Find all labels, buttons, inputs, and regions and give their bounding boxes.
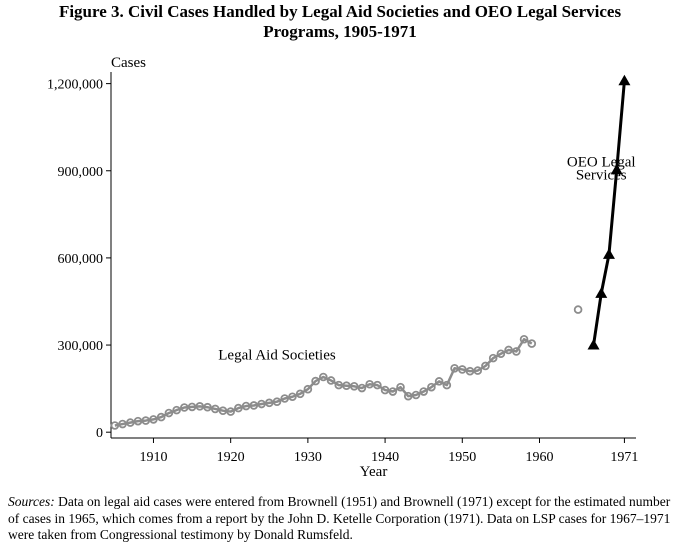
data-point-legal-aid [149, 415, 158, 424]
data-point-legal-aid [241, 401, 251, 411]
data-point-legal-aid [527, 339, 537, 348]
chart: 0 300,000 600,000 900,000 1,200,000 1910 1920 1… [47, 55, 638, 480]
data-point-legal-aid [195, 402, 205, 411]
data-point-legal-aid [411, 390, 421, 400]
data-point-legal-aid [481, 361, 490, 371]
data-point-legal-aid [110, 421, 120, 430]
data-point-legal-aid [172, 405, 181, 415]
data-point-legal-aid [442, 380, 452, 390]
data-point-legal-aid [450, 363, 459, 373]
data-point-legal-aid [257, 399, 266, 409]
data-point-legal-aid [164, 408, 174, 418]
data-point-legal-aid [457, 365, 467, 374]
data-point-legal-aid [488, 353, 498, 363]
data-point-oeo [595, 287, 608, 298]
data-point-legal-aid [427, 382, 436, 392]
x-tick-label: 1940 [371, 450, 399, 465]
data-point-legal-aid [512, 347, 521, 356]
figure-title-line-2: Programs, 1905-1971 [263, 22, 417, 41]
x-tick-label: 1930 [294, 450, 322, 465]
data-point-legal-aid [180, 403, 189, 412]
data-point-legal-aid [210, 404, 220, 414]
annotation-label: Legal Aid Societies [218, 348, 336, 364]
data-point-legal-aid [264, 398, 274, 408]
data-point-legal-aid [403, 391, 413, 401]
annotation-label: OEO Legal [567, 154, 636, 170]
data-point-legal-aid [234, 403, 243, 413]
data-point-legal-aid [573, 305, 583, 314]
data-point-legal-aid [496, 349, 506, 359]
x-tick-label: 1950 [448, 450, 476, 465]
data-point-legal-aid [156, 412, 166, 422]
figure-title: Figure 3. Civil Cases Handled by Legal A… [0, 2, 680, 42]
data-point-legal-aid [133, 416, 143, 426]
y-tick-label: 900,000 [58, 165, 104, 180]
data-point-legal-aid [303, 384, 313, 394]
sources-note: Sources: Data on legal aid cases were en… [8, 494, 676, 544]
x-tick-label: 1920 [217, 450, 245, 465]
data-point-legal-aid [419, 387, 428, 396]
data-point-legal-aid [388, 387, 398, 396]
sources-label: Sources: [8, 494, 55, 509]
data-point-legal-aid [187, 402, 197, 412]
y-tick-label: 300,000 [58, 339, 104, 354]
data-point-legal-aid [373, 380, 382, 390]
data-point-legal-aid [295, 389, 305, 399]
data-point-legal-aid [126, 418, 135, 427]
data-point-legal-aid [365, 379, 374, 389]
data-point-legal-aid [319, 372, 328, 382]
data-point-legal-aid [349, 381, 359, 391]
data-point-legal-aid [326, 376, 336, 385]
data-point-oeo [618, 74, 631, 86]
data-point-oeo [602, 248, 615, 259]
x-axis-title: Year [360, 464, 388, 480]
data-point-legal-aid [519, 334, 529, 344]
data-point-legal-aid [504, 345, 513, 355]
data-point-legal-aid [141, 416, 151, 425]
data-point-legal-aid [218, 406, 228, 415]
data-point-legal-aid [396, 382, 405, 392]
y-tick-label: 1,200,000 [47, 78, 103, 93]
data-point-legal-aid [334, 380, 344, 390]
x-tick-label: 1960 [525, 450, 553, 465]
series-line-oeo [592, 80, 626, 346]
data-point-legal-aid [226, 407, 235, 416]
series-line-legal-aid [114, 337, 533, 427]
data-point-legal-aid [434, 377, 444, 386]
data-point-legal-aid [203, 402, 212, 412]
y-axis-title: Cases [111, 55, 146, 71]
data-point-legal-aid [249, 401, 259, 410]
annotation-label: Services [576, 167, 627, 183]
data-point-legal-aid [465, 366, 475, 376]
y-tick-label: 0 [96, 426, 103, 441]
y-tick-label: 600,000 [58, 252, 104, 267]
data-point-legal-aid [280, 394, 290, 403]
data-point-legal-aid [357, 383, 367, 393]
data-point-oeo [610, 163, 623, 175]
data-point-legal-aid [272, 397, 282, 406]
data-point-legal-aid [288, 392, 297, 402]
sources-text: Data on legal aid cases were entered fro… [8, 494, 671, 542]
x-tick-label: 1910 [139, 450, 167, 465]
data-point-legal-aid [473, 366, 483, 375]
data-point-legal-aid [380, 385, 390, 395]
data-point-legal-aid [311, 376, 320, 386]
figure-title-line-1: Figure 3. Civil Cases Handled by Legal A… [58, 2, 622, 21]
data-point-legal-aid [118, 419, 127, 429]
data-point-oeo [587, 339, 600, 350]
x-tick-label: 1971 [610, 450, 638, 465]
data-point-legal-aid [342, 381, 351, 391]
